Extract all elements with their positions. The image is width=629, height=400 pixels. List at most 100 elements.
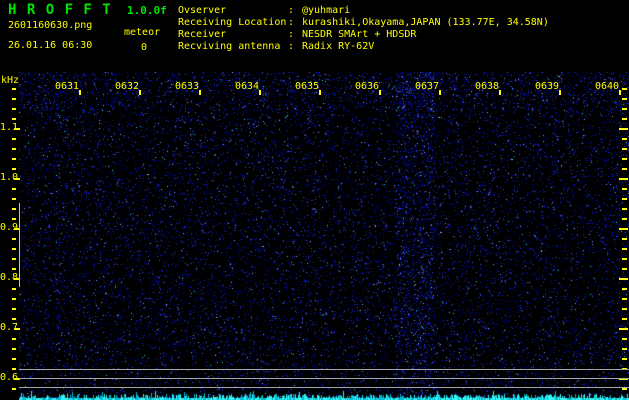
time-axis-label: 0638 (475, 81, 499, 93)
time-axis-label: 0636 (355, 81, 379, 93)
station-info-row: Ovserver: @yuhmari (178, 5, 549, 17)
time-axis-label: 0637 (415, 81, 439, 93)
freq-tick-left (12, 338, 16, 340)
freq-axis-label: 0.6 (0, 372, 13, 384)
freq-tick-right (622, 158, 627, 160)
reference-line (19, 369, 629, 370)
freq-tick-right (619, 228, 628, 230)
info-separator: : (288, 5, 302, 17)
freq-tick-left (12, 258, 16, 260)
time-axis-label: 0640 (595, 81, 619, 93)
freq-axis-label: 0.8 (0, 272, 13, 284)
freq-tick-left (12, 308, 16, 310)
minute-tick (439, 90, 441, 95)
minute-tick (259, 90, 261, 95)
freq-tick-left (12, 358, 16, 360)
info-value: @yuhmari (302, 5, 350, 16)
info-separator: : (288, 17, 302, 29)
freq-tick-right (619, 278, 628, 280)
freq-tick-right (622, 338, 627, 340)
freq-tick-right (622, 138, 627, 140)
meteor-count: 0 (141, 42, 147, 54)
time-axis-label: 0631 (55, 81, 79, 93)
time-axis-label: 0639 (535, 81, 559, 93)
station-info-row: Recviving antenna: Radix RY-62V (178, 41, 549, 53)
freq-tick-right (619, 178, 628, 180)
freq-tick-right (622, 208, 627, 210)
freq-tick-left (12, 288, 16, 290)
freq-tick-left (12, 138, 16, 140)
freq-tick-right (622, 248, 627, 250)
minute-tick (79, 90, 81, 95)
freq-tick-right (622, 88, 627, 90)
info-label: Receiver (178, 29, 288, 41)
freq-tick-right (622, 318, 627, 320)
datetime-label: 26.01.16 06:30 (8, 40, 92, 52)
time-axis-label: 0633 (175, 81, 199, 93)
freq-tick-left (12, 318, 16, 320)
info-value: NESDR SMArt + HDSDR (302, 29, 416, 40)
spectrogram-canvas (19, 72, 629, 400)
freq-tick-left (12, 218, 16, 220)
freq-tick-right (622, 268, 627, 270)
time-axis-label: 0635 (295, 81, 319, 93)
freq-tick-right (622, 308, 627, 310)
freq-tick-left (12, 188, 16, 190)
freq-tick-left (12, 208, 16, 210)
freq-tick-left (12, 158, 16, 160)
freq-tick-right (622, 298, 627, 300)
app-version: 1.0.0f (127, 4, 167, 17)
minute-tick (619, 90, 621, 95)
freq-tick-right (622, 98, 627, 100)
info-label: Recviving antenna (178, 41, 288, 53)
freq-tick-left (12, 118, 16, 120)
freq-tick-left (12, 198, 16, 200)
minute-tick (559, 90, 561, 95)
minute-tick (379, 90, 381, 95)
freq-tick-right (622, 358, 627, 360)
freq-tick-left (14, 328, 20, 330)
freq-tick-left (12, 168, 16, 170)
time-axis-label: 0634 (235, 81, 259, 93)
freq-tick-left (12, 298, 16, 300)
freq-tick-left (12, 98, 16, 100)
freq-tick-right (622, 198, 627, 200)
hrofft-window: H R O F F T 1.0.0f 2601160630.png meteor… (0, 0, 629, 400)
freq-tick-left (12, 268, 16, 270)
freq-axis-label: 0.9 (0, 222, 13, 234)
freq-tick-right (622, 188, 627, 190)
freq-tick-left (12, 368, 16, 370)
minute-tick (499, 90, 501, 95)
freq-tick-left (12, 348, 16, 350)
freq-tick-right (619, 328, 628, 330)
info-separator: : (288, 41, 302, 53)
freq-tick-right (622, 388, 627, 390)
freq-tick-right (622, 108, 627, 110)
freq-unit-label: kHz (1, 75, 19, 87)
freq-tick-left (14, 128, 20, 130)
reference-line (19, 387, 629, 388)
app-title: H R O F F T (8, 2, 112, 18)
freq-tick-right (622, 148, 627, 150)
reference-line (19, 378, 629, 379)
freq-tick-left (12, 88, 16, 90)
freq-tick-left (14, 178, 20, 180)
minute-tick (139, 90, 141, 95)
freq-tick-right (622, 118, 627, 120)
freq-tick-left (12, 248, 16, 250)
freq-tick-left (12, 238, 16, 240)
freq-tick-right (619, 128, 628, 130)
edge-marker-line (19, 203, 20, 287)
freq-axis-label: 0.7 (0, 322, 13, 334)
minute-tick (319, 90, 321, 95)
info-label: Receiving Location (178, 17, 288, 29)
freq-tick-left (12, 388, 16, 390)
freq-axis-label: 1.0 (0, 172, 13, 184)
station-info-row: Receiving Location: kurashiki,Okayama,JAP… (178, 17, 549, 29)
freq-tick-right (622, 168, 627, 170)
info-separator: : (288, 29, 302, 41)
minute-tick (199, 90, 201, 95)
freq-tick-right (622, 238, 627, 240)
info-value: Radix RY-62V (302, 41, 374, 52)
mode-label: meteor (124, 27, 160, 39)
